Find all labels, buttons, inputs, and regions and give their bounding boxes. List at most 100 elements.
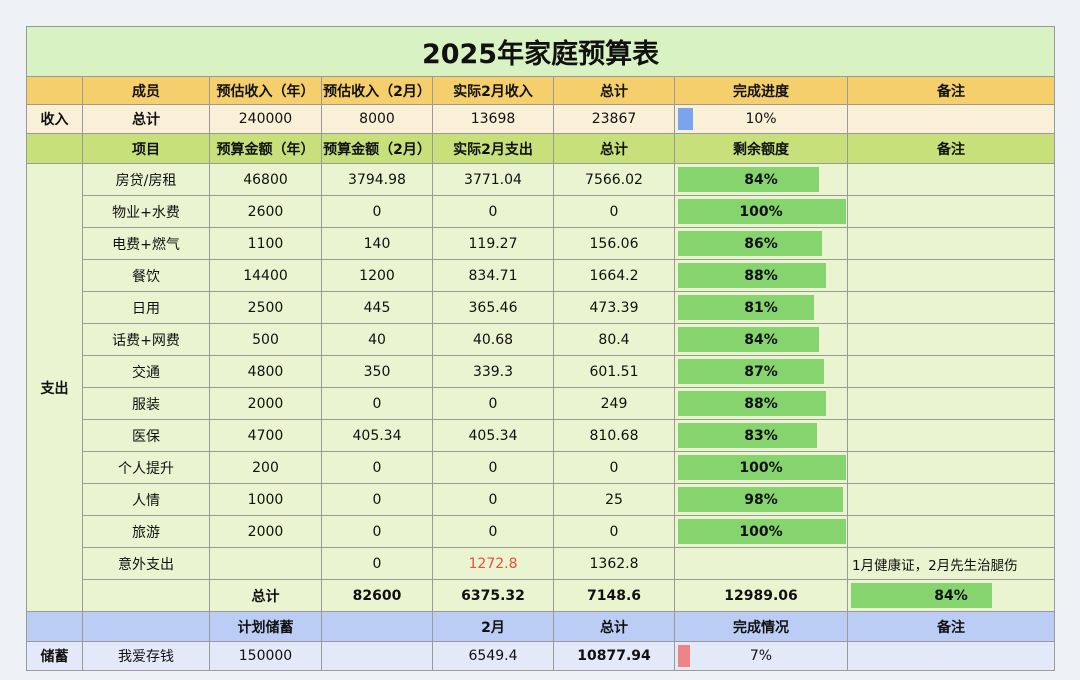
header-cell[interactable]: 总计 xyxy=(553,611,675,642)
table-cell[interactable]: 500 xyxy=(209,323,322,356)
header-cell[interactable]: 总计 xyxy=(553,133,675,164)
table-cell[interactable] xyxy=(846,483,1056,516)
table-cell[interactable]: 156.06 xyxy=(553,227,675,260)
header-cell[interactable] xyxy=(26,76,83,105)
table-cell[interactable]: 82600 xyxy=(321,579,433,612)
table-cell[interactable]: 14400 xyxy=(209,259,322,292)
table-cell[interactable]: 我爱存钱 xyxy=(82,641,210,671)
remaining-cell[interactable]: 87% xyxy=(674,355,848,388)
table-cell[interactable]: 40 xyxy=(321,323,433,356)
table-cell[interactable]: 总计 xyxy=(209,579,322,612)
table-cell[interactable]: 1272.8 xyxy=(432,547,554,580)
remaining-cell[interactable]: 81% xyxy=(674,291,848,324)
section-label-expense[interactable]: 支出 xyxy=(26,163,83,612)
table-cell[interactable] xyxy=(209,547,322,580)
table-cell[interactable] xyxy=(846,355,1056,388)
table-cell[interactable]: 电费+燃气 xyxy=(82,227,210,260)
table-cell[interactable]: 0 xyxy=(432,195,554,228)
header-cell[interactable]: 预估收入（2月） xyxy=(321,76,433,105)
table-cell[interactable]: 339.3 xyxy=(432,355,554,388)
table-cell[interactable]: 0 xyxy=(321,547,433,580)
remaining-cell[interactable]: 84% xyxy=(674,163,848,196)
table-cell[interactable]: 40.68 xyxy=(432,323,554,356)
header-cell[interactable] xyxy=(82,611,210,642)
table-cell[interactable]: 0 xyxy=(432,387,554,420)
table-cell[interactable] xyxy=(846,195,1056,228)
table-cell[interactable]: 0 xyxy=(321,515,433,548)
header-cell[interactable] xyxy=(26,133,83,164)
table-cell[interactable] xyxy=(846,259,1056,292)
header-cell[interactable]: 总计 xyxy=(553,76,675,105)
header-cell[interactable]: 计划储蓄 xyxy=(209,611,322,642)
header-cell[interactable]: 2月 xyxy=(432,611,554,642)
table-cell[interactable]: 0 xyxy=(553,515,675,548)
table-cell[interactable]: 10877.94 xyxy=(553,641,675,671)
header-cell[interactable]: 实际2月收入 xyxy=(432,76,554,105)
table-cell[interactable]: 140 xyxy=(321,227,433,260)
table-cell[interactable]: 意外支出 xyxy=(82,547,210,580)
table-cell[interactable]: 0 xyxy=(432,515,554,548)
header-cell[interactable]: 预估收入（年） xyxy=(209,76,322,105)
table-cell[interactable]: 6375.32 xyxy=(432,579,554,612)
section-label-savings[interactable]: 储蓄 xyxy=(26,641,83,671)
table-cell[interactable]: 1000 xyxy=(209,483,322,516)
remaining-cell[interactable]: 88% xyxy=(674,259,848,292)
table-cell[interactable]: 0 xyxy=(432,451,554,484)
header-cell[interactable]: 备注 xyxy=(846,76,1056,105)
table-cell[interactable] xyxy=(846,641,1056,671)
table-cell[interactable]: 0 xyxy=(553,195,675,228)
table-cell[interactable]: 服装 xyxy=(82,387,210,420)
table-cell[interactable]: 405.34 xyxy=(321,419,433,452)
table-cell[interactable]: 2500 xyxy=(209,291,322,324)
table-cell[interactable]: 0 xyxy=(432,483,554,516)
table-cell[interactable]: 7148.6 xyxy=(553,579,675,612)
table-cell[interactable]: 119.27 xyxy=(432,227,554,260)
header-cell[interactable]: 完成情况 xyxy=(674,611,848,642)
table-cell[interactable] xyxy=(846,104,1056,134)
header-cell[interactable]: 完成进度 xyxy=(674,76,848,105)
remaining-cell[interactable]: 100% xyxy=(674,451,848,484)
table-cell[interactable]: 物业+水费 xyxy=(82,195,210,228)
table-cell[interactable]: 0 xyxy=(321,451,433,484)
table-cell[interactable]: 话费+网费 xyxy=(82,323,210,356)
remaining-cell[interactable]: 84% xyxy=(674,323,848,356)
table-cell[interactable]: 240000 xyxy=(209,104,322,134)
header-cell[interactable]: 预算金额（2月） xyxy=(321,133,433,164)
remaining-cell[interactable]: 84% xyxy=(846,579,1056,612)
table-cell[interactable]: 餐饮 xyxy=(82,259,210,292)
table-cell[interactable] xyxy=(846,323,1056,356)
table-cell[interactable]: 0 xyxy=(553,451,675,484)
table-cell[interactable] xyxy=(846,451,1056,484)
table-cell[interactable] xyxy=(82,579,210,612)
table-cell[interactable]: 2000 xyxy=(209,387,322,420)
table-cell[interactable]: 旅游 xyxy=(82,515,210,548)
table-cell[interactable]: 80.4 xyxy=(553,323,675,356)
remaining-cell[interactable]: 88% xyxy=(674,387,848,420)
table-cell[interactable]: 个人提升 xyxy=(82,451,210,484)
section-label-income[interactable]: 收入 xyxy=(26,104,83,134)
table-cell[interactable]: 1月健康证，2月先生治腿伤 xyxy=(846,547,1056,580)
header-cell[interactable]: 成员 xyxy=(82,76,210,105)
table-cell[interactable]: 601.51 xyxy=(553,355,675,388)
table-cell[interactable]: 人情 xyxy=(82,483,210,516)
table-cell[interactable] xyxy=(846,387,1056,420)
remaining-cell[interactable] xyxy=(674,547,848,580)
table-cell[interactable]: 1100 xyxy=(209,227,322,260)
table-cell[interactable]: 249 xyxy=(553,387,675,420)
table-cell[interactable]: 473.39 xyxy=(553,291,675,324)
table-cell[interactable]: 8000 xyxy=(321,104,433,134)
table-cell[interactable]: 810.68 xyxy=(553,419,675,452)
remaining-cell[interactable]: 100% xyxy=(674,195,848,228)
table-cell[interactable]: 交通 xyxy=(82,355,210,388)
table-cell[interactable]: 13698 xyxy=(432,104,554,134)
header-cell[interactable]: 剩余额度 xyxy=(674,133,848,164)
table-cell[interactable]: 2600 xyxy=(209,195,322,228)
header-cell[interactable] xyxy=(26,611,83,642)
remaining-cell[interactable]: 100% xyxy=(674,515,848,548)
table-cell[interactable]: 7566.02 xyxy=(553,163,675,196)
table-cell[interactable]: 350 xyxy=(321,355,433,388)
table-cell[interactable]: 0 xyxy=(321,195,433,228)
table-cell[interactable]: 3771.04 xyxy=(432,163,554,196)
table-cell[interactable]: 445 xyxy=(321,291,433,324)
table-cell[interactable]: 0 xyxy=(321,387,433,420)
